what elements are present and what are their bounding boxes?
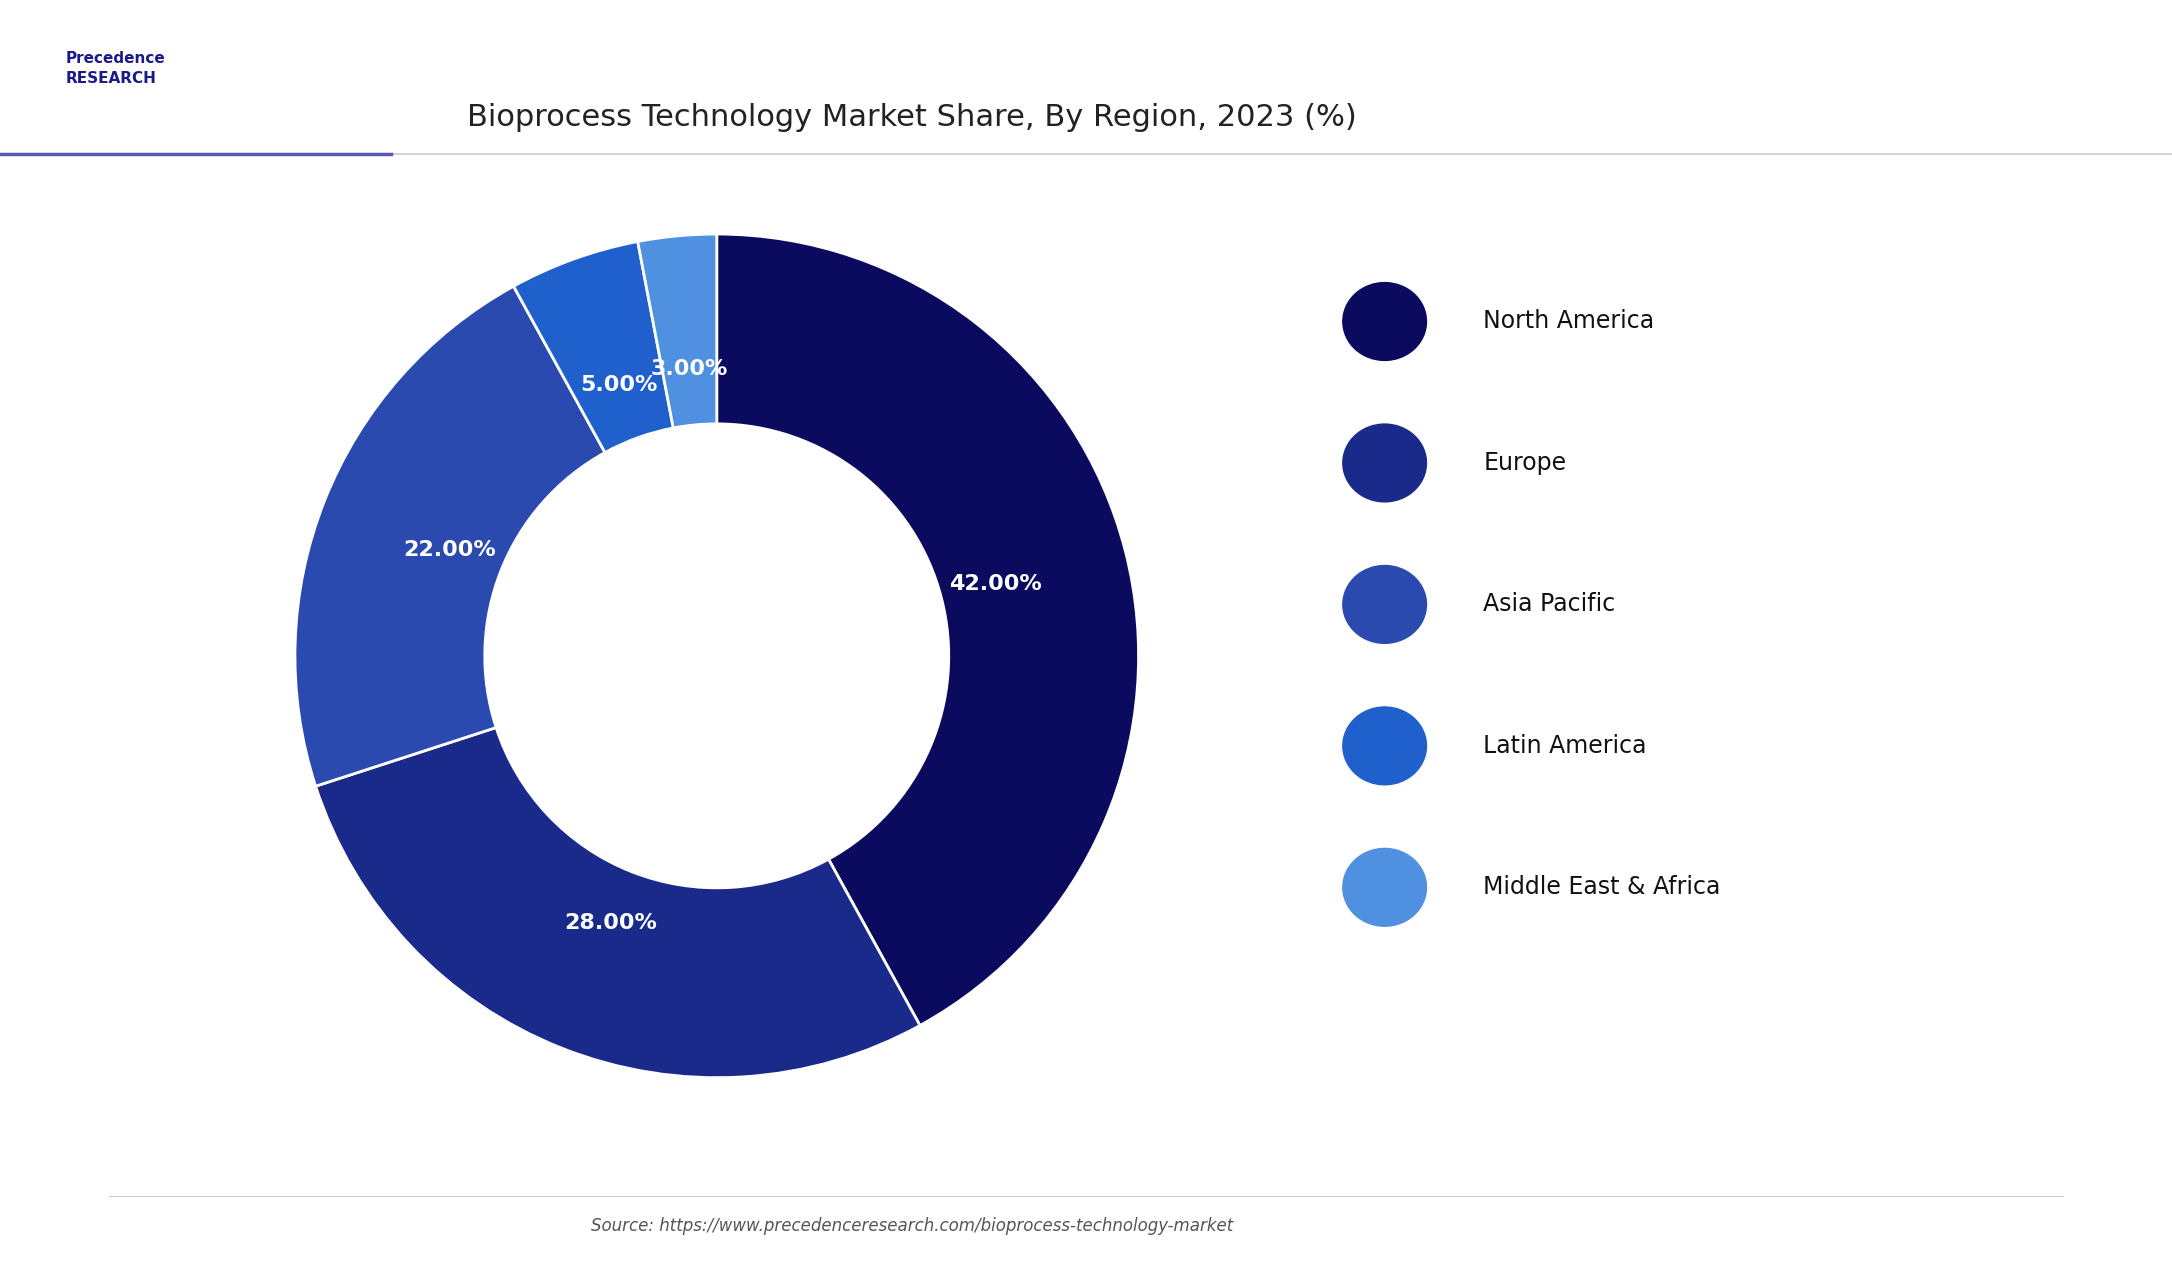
Text: Asia Pacific: Asia Pacific bbox=[1483, 593, 1616, 616]
Wedge shape bbox=[639, 234, 717, 428]
Wedge shape bbox=[513, 242, 673, 453]
Circle shape bbox=[1342, 283, 1427, 360]
Text: 3.00%: 3.00% bbox=[652, 360, 728, 379]
Circle shape bbox=[1342, 849, 1427, 926]
Circle shape bbox=[1342, 424, 1427, 502]
Wedge shape bbox=[315, 728, 921, 1078]
Text: 42.00%: 42.00% bbox=[949, 575, 1043, 594]
Text: Europe: Europe bbox=[1483, 451, 1566, 475]
Circle shape bbox=[1342, 566, 1427, 643]
Text: 5.00%: 5.00% bbox=[580, 376, 658, 395]
Text: Precedence
RESEARCH: Precedence RESEARCH bbox=[65, 51, 165, 86]
Text: Bioprocess Technology Market Share, By Region, 2023 (%): Bioprocess Technology Market Share, By R… bbox=[467, 103, 1358, 132]
Text: Latin America: Latin America bbox=[1483, 734, 1646, 757]
Wedge shape bbox=[295, 287, 606, 786]
Circle shape bbox=[1342, 707, 1427, 784]
Text: Middle East & Africa: Middle East & Africa bbox=[1483, 876, 1720, 899]
Wedge shape bbox=[717, 234, 1138, 1025]
Text: 28.00%: 28.00% bbox=[565, 913, 658, 934]
Text: Source: https://www.precedenceresearch.com/bioprocess-technology-market: Source: https://www.precedenceresearch.c… bbox=[591, 1217, 1234, 1235]
Text: 22.00%: 22.00% bbox=[404, 540, 495, 559]
Text: North America: North America bbox=[1483, 310, 1655, 333]
